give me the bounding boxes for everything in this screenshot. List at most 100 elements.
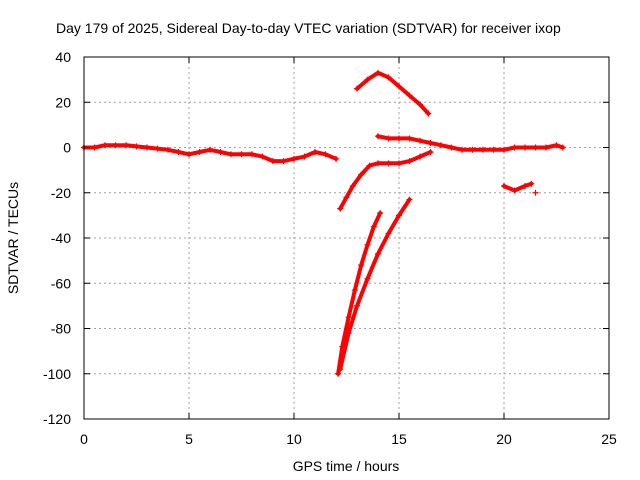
sat-track-2-point <box>354 85 360 92</box>
sat-track-4-point <box>417 153 423 160</box>
sat-track-1-point <box>154 145 161 152</box>
y-tick-label: 20 <box>55 94 71 110</box>
chart-title: Day 179 of 2025, Sidereal Day-to-day VTE… <box>56 20 561 36</box>
sat-track-1-point <box>112 142 119 149</box>
sat-track-4-point <box>343 194 350 201</box>
sat-track-6-point <box>364 275 371 282</box>
sat-track-2-point <box>406 92 413 99</box>
y-tick-label: -120 <box>43 411 71 427</box>
x-axis-label: GPS time / hours <box>293 458 400 474</box>
data-markers <box>81 69 566 377</box>
sat-track-3-point <box>385 135 392 142</box>
sat-track-3-point <box>480 146 486 153</box>
sat-track-1-point <box>196 149 203 156</box>
sat-track-1-point <box>175 149 182 156</box>
sat-track-3-point <box>375 133 381 140</box>
sat-track-1-point <box>133 143 140 150</box>
y-tick-label: -20 <box>51 185 71 201</box>
sat-track-1-point <box>280 158 287 165</box>
sat-track-5-point <box>358 262 365 269</box>
sat-track-3-point <box>459 146 465 153</box>
y-tick-label: 0 <box>63 140 71 156</box>
sat-track-3-point <box>396 135 402 142</box>
sat-track-1-point <box>186 151 192 158</box>
x-tick-label: 5 <box>185 431 193 447</box>
sat-track-3-point <box>469 146 476 153</box>
sat-track-3-point <box>501 146 507 153</box>
sat-track-1-point <box>238 151 245 158</box>
sat-track-1-point <box>333 155 339 162</box>
sat-track-2-point <box>396 83 402 90</box>
sat-track-1-point <box>249 151 255 158</box>
sat-track-6-point <box>337 366 344 373</box>
sat-track-4-point <box>406 158 413 165</box>
sat-track-3-point <box>490 146 497 153</box>
x-tick-label: 10 <box>286 431 302 447</box>
sat-track-4-point <box>337 205 344 212</box>
sat-track-1-point <box>322 151 329 158</box>
x-tick-label: 15 <box>391 431 407 447</box>
sat-track-1-point <box>291 155 297 162</box>
sat-track-5-point <box>377 210 384 217</box>
sat-track-1-point <box>217 149 224 156</box>
x-tick-label: 20 <box>496 431 512 447</box>
sat-track-1-point <box>91 144 98 151</box>
sat-track-6-point <box>375 250 381 257</box>
sat-track-2-point <box>364 76 371 83</box>
sat-track-6-point <box>354 302 360 309</box>
sat-track-3-point <box>543 144 549 151</box>
sat-track-5-point <box>351 287 358 294</box>
axis-ticks: -120 -100 -80 -60 -40 -20 0 20 40 0 5 10 15 20 25 <box>43 49 617 447</box>
outlier-point <box>532 189 539 196</box>
sat-track-3-point <box>417 137 423 144</box>
sat-track-3-point <box>553 142 560 149</box>
y-tick-label: 40 <box>55 49 71 65</box>
sat-track-5-point <box>335 370 342 377</box>
sat-track-3-point <box>448 144 455 151</box>
sat-track-7-point <box>511 187 518 194</box>
sat-track-5-point <box>364 241 371 248</box>
sat-track-5-point <box>370 223 377 230</box>
sat-track-3-point <box>406 135 413 142</box>
sat-track-6-point <box>385 230 392 237</box>
sat-track-2-point <box>375 69 381 76</box>
sat-track-2-line <box>355 70 431 116</box>
sat-track-3-point <box>532 144 539 151</box>
sat-track-4-point <box>427 149 434 156</box>
sat-track-1-point <box>312 149 318 156</box>
sat-track-4-point <box>385 160 392 167</box>
sat-track-4-point <box>358 171 365 178</box>
x-tick-label: 25 <box>601 431 617 447</box>
sat-track-6-point <box>396 212 402 219</box>
sat-track-4-point <box>396 160 402 167</box>
sat-track-4-point <box>375 160 381 167</box>
sat-track-1-point <box>259 153 266 160</box>
sat-track-5-line <box>336 211 383 376</box>
sat-track-1-point <box>144 144 150 151</box>
sat-track-7-point <box>501 182 507 189</box>
sat-track-5-point <box>345 314 352 321</box>
sat-track-1-point <box>102 142 108 149</box>
y-tick-label: -80 <box>51 321 71 337</box>
sat-track-7-line <box>502 181 534 193</box>
sat-track-3-point <box>427 139 434 146</box>
sat-track-7-point <box>528 180 535 187</box>
y-tick-label: -40 <box>51 230 71 246</box>
sat-track-1-point <box>228 151 234 158</box>
y-tick-label: -100 <box>43 366 71 382</box>
sat-track-2-point <box>385 74 392 81</box>
sat-track-7-point <box>522 182 528 189</box>
sat-track-1-point <box>123 142 129 149</box>
sat-track-4-line <box>338 150 433 211</box>
sat-track-6-point <box>406 196 413 203</box>
gridlines <box>84 57 609 419</box>
sat-track-1-point <box>301 153 308 160</box>
sat-track-1-point <box>207 146 213 153</box>
sat-track-3-point <box>522 144 528 151</box>
sat-track-1-point <box>270 158 276 165</box>
sat-track-4-point <box>349 182 356 189</box>
sat-track-3-point <box>511 144 518 151</box>
sat-track-3-point <box>559 144 566 151</box>
x-tick-label: 0 <box>80 431 88 447</box>
